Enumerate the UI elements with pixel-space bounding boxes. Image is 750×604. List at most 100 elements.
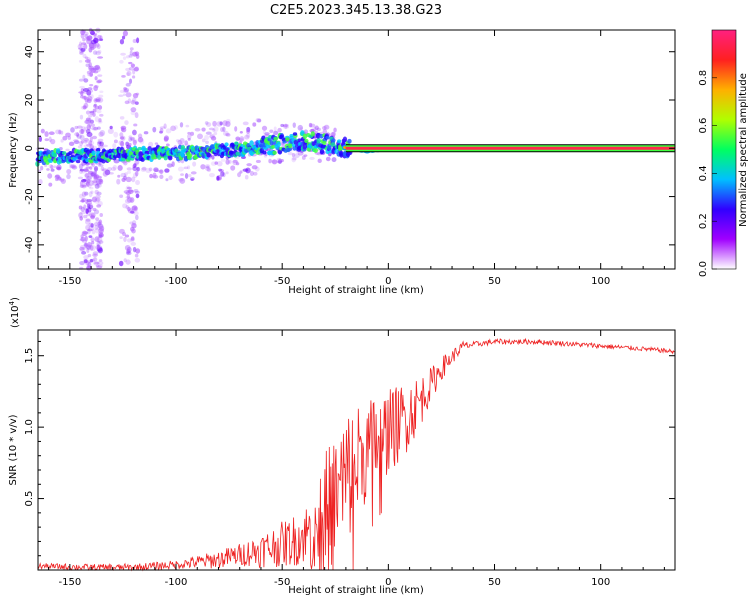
spectrogram-speck — [81, 170, 86, 174]
spectrogram-ridge-blob — [52, 152, 58, 158]
spectrogram-speck — [132, 246, 137, 253]
spectrogram-speck — [83, 255, 89, 260]
spectrogram-speck — [135, 193, 140, 199]
spectrogram-speck — [91, 126, 97, 131]
spectrogram-ridge-blob — [224, 142, 229, 147]
spectrogram-speck — [76, 125, 83, 129]
spectrogram-x-tick-label: -100 — [165, 276, 188, 287]
spectrogram-speck — [93, 98, 98, 103]
spectrogram-speck — [134, 66, 139, 72]
spectrogram-speck — [82, 88, 89, 92]
spectrogram-speck — [93, 261, 99, 266]
snr-x-tick-label: 0 — [385, 577, 391, 588]
spectrogram-speck — [94, 183, 100, 189]
spectrogram-speck — [140, 167, 147, 172]
snr-y-tick-label: 1.5 — [24, 348, 35, 364]
spectrogram-speck — [83, 43, 88, 50]
spectrogram-speck — [81, 191, 87, 197]
spectrogram-speck — [97, 49, 102, 54]
spectrogram-speck — [55, 178, 59, 182]
spectrogram-y-tick-label: -20 — [24, 188, 35, 204]
colorbar-tick-label: 0.0 — [698, 261, 709, 277]
spectrogram-speck — [192, 161, 197, 167]
spectrogram-speck — [85, 218, 91, 222]
spectrogram-speck — [80, 29, 86, 36]
spectrogram-speck — [98, 118, 102, 123]
spectrogram-speck — [89, 89, 94, 93]
spectrogram-ridge-blob — [206, 152, 211, 158]
spectrogram-speck — [177, 166, 184, 172]
spectrogram-speck — [44, 131, 49, 137]
spectrogram-ridge-blob — [311, 141, 316, 147]
spectrogram-speck — [73, 139, 79, 142]
spectrogram-speck — [79, 114, 84, 120]
spectrogram-speck — [121, 35, 126, 40]
spectrogram-speck — [222, 172, 226, 178]
spectrogram-ticks: -150 -100 -50 0 50 100 -40 -20 0 20 40 — [24, 30, 675, 287]
spectrogram-frame — [37, 29, 676, 270]
spectrogram-speck — [119, 132, 124, 138]
spectrogram-speck — [132, 69, 136, 75]
spectrogram-speck — [80, 234, 84, 239]
spectrogram-speck — [79, 246, 85, 251]
snr-y-tick-label: 1.0 — [24, 419, 35, 435]
spectrogram-speck — [174, 125, 178, 130]
spectrogram-speck — [126, 186, 132, 190]
spectrogram-speck — [126, 238, 133, 243]
spectrogram-speck — [282, 124, 287, 129]
spectrogram-ridge-blob — [277, 149, 283, 155]
spectrogram-speck — [206, 167, 211, 172]
spectrogram-speck — [126, 194, 131, 200]
spectrogram-speck — [280, 159, 284, 163]
spectrogram-speck — [271, 159, 278, 165]
spectrogram-speck — [130, 100, 136, 105]
spectrogram-speck — [134, 257, 141, 263]
spectrogram-speck — [139, 138, 145, 145]
spectrogram-speck — [242, 168, 249, 172]
spectrogram-speck — [134, 112, 139, 119]
spectrogram-speck — [222, 130, 229, 137]
spectrogram-speck — [93, 33, 97, 39]
spectrogram-speck — [94, 98, 101, 102]
spectrogram-speck — [65, 148, 70, 152]
spectrogram-speck — [133, 189, 139, 193]
spectrogram-speck — [277, 127, 282, 133]
spectrogram-speck — [97, 120, 103, 124]
spectrogram-speck — [98, 219, 103, 226]
spectrogram-speck — [126, 251, 132, 256]
spectrogram-ridge-blob — [89, 159, 94, 164]
spectrogram-speck — [230, 165, 236, 171]
snr-x-label: Height of straight line (km) — [288, 585, 424, 596]
spectrogram-speck — [89, 83, 94, 87]
spectrogram-ridge-blob — [220, 151, 226, 156]
spectrogram-speck — [112, 143, 117, 149]
spectrogram-x-tick-label: 0 — [385, 276, 391, 287]
spectrogram-speck — [87, 253, 92, 258]
spectrogram-speck — [211, 155, 215, 160]
spectrogram-panel: -150 -100 -50 0 50 100 -40 -20 0 20 40 Height of s… — [8, 27, 676, 296]
snr-y-label: SNR (10 * v/v) — [8, 414, 19, 485]
spectrogram-speck — [180, 173, 184, 176]
spectrogram-speck — [135, 248, 141, 254]
spectrogram-speck — [239, 136, 245, 142]
spectrogram-speck — [94, 236, 100, 242]
spectrogram-speck — [132, 39, 137, 44]
spectrogram-ridge-blob — [322, 140, 327, 145]
spectrogram-speck — [210, 161, 217, 166]
spectrogram-speck — [83, 140, 88, 144]
spectrogram-speck — [112, 164, 117, 171]
spectrogram-speck — [216, 160, 223, 167]
spectrogram-ridge-blob — [289, 135, 294, 140]
colorbar-ticks: 0.0 0.2 0.4 0.6 0.8 — [698, 70, 717, 277]
spectrogram-ridge-blob — [265, 144, 271, 149]
spectrogram-speck — [83, 243, 88, 247]
spectrogram-speck — [93, 254, 97, 259]
spectrogram-speck — [128, 135, 133, 139]
spectrogram-speck — [123, 236, 127, 242]
spectrogram-speck — [294, 153, 300, 159]
spectrogram-speck — [67, 135, 72, 140]
spectrogram-speck — [93, 85, 98, 92]
spectrogram-speck — [81, 198, 85, 203]
spectrogram-speck — [78, 163, 83, 170]
spectrogram-speck — [96, 66, 101, 72]
